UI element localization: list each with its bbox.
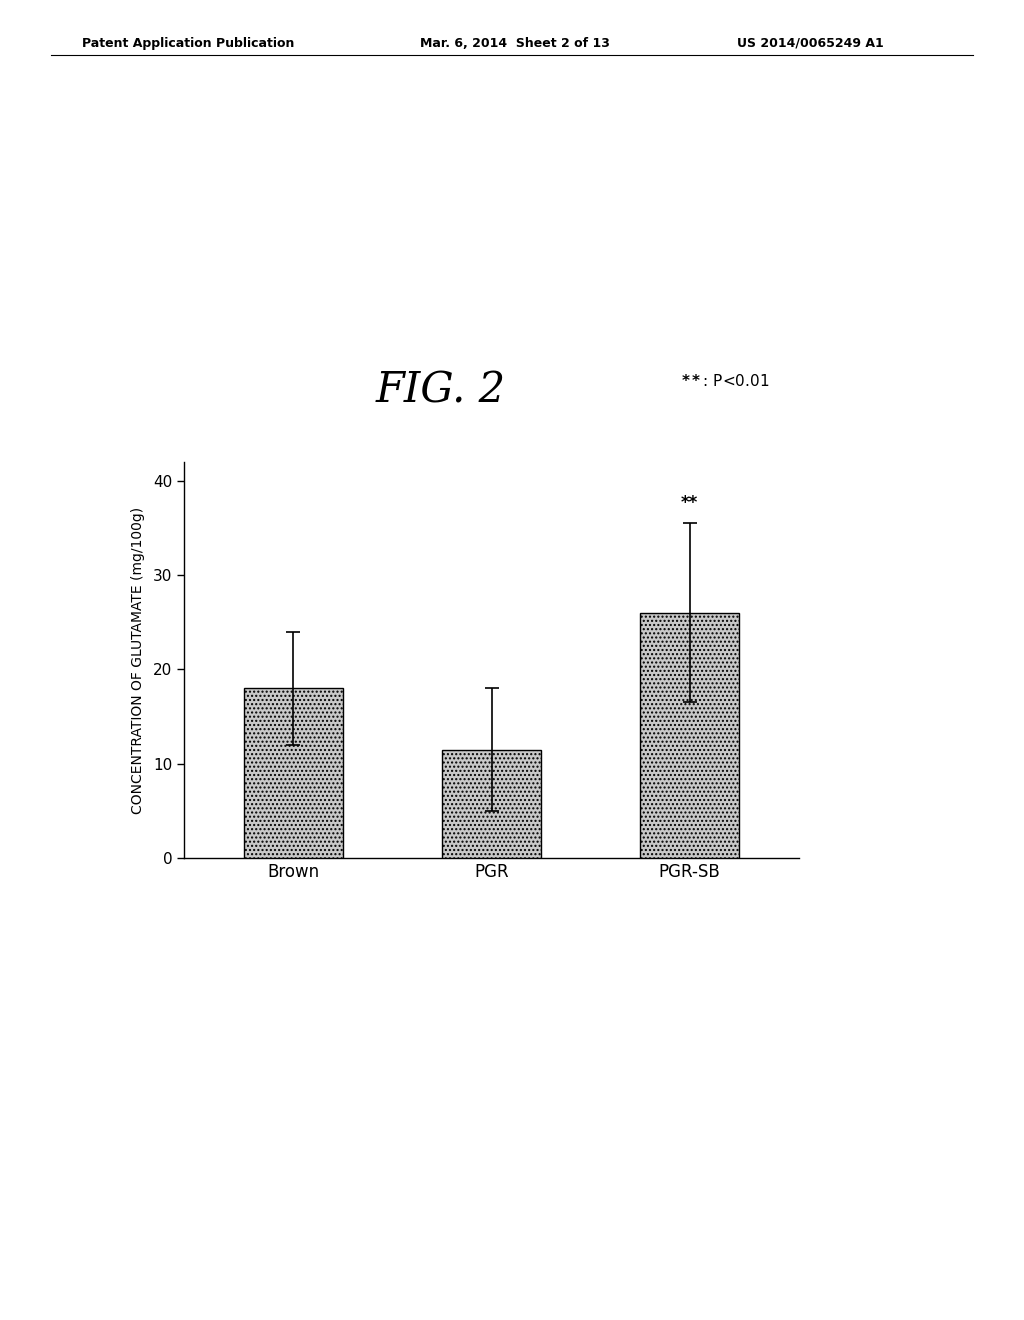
Text: $\mathbf{**}$: P<0.01: $\mathbf{**}$: P<0.01 bbox=[681, 374, 769, 389]
Text: US 2014/0065249 A1: US 2014/0065249 A1 bbox=[737, 37, 884, 50]
Bar bbox=[640, 612, 739, 858]
Bar bbox=[442, 750, 541, 858]
Text: FIG. 2: FIG. 2 bbox=[375, 370, 506, 412]
Text: **: ** bbox=[681, 494, 698, 512]
Bar bbox=[244, 688, 343, 858]
Y-axis label: CONCENTRATION OF GLUTAMATE (mg/100g): CONCENTRATION OF GLUTAMATE (mg/100g) bbox=[131, 507, 144, 813]
Text: Mar. 6, 2014  Sheet 2 of 13: Mar. 6, 2014 Sheet 2 of 13 bbox=[420, 37, 609, 50]
Text: Patent Application Publication: Patent Application Publication bbox=[82, 37, 294, 50]
